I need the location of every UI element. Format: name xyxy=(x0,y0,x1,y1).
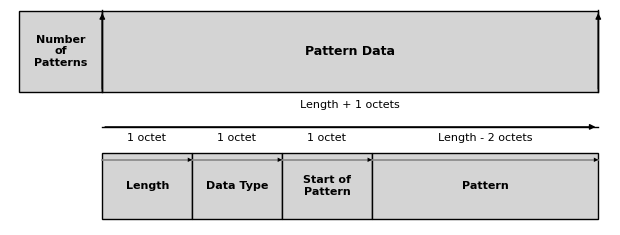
Text: 1 octet: 1 octet xyxy=(218,133,256,143)
Text: Start of
Pattern: Start of Pattern xyxy=(303,175,351,197)
Text: Length - 2 octets: Length - 2 octets xyxy=(438,133,532,143)
Bar xyxy=(282,153,372,219)
Text: 1 octet: 1 octet xyxy=(308,133,346,143)
Bar xyxy=(19,11,102,92)
Text: Pattern Data: Pattern Data xyxy=(305,45,396,58)
Text: Length: Length xyxy=(126,181,169,191)
Bar xyxy=(192,153,282,219)
Bar xyxy=(372,153,598,219)
Bar xyxy=(102,11,598,92)
Text: Pattern: Pattern xyxy=(462,181,508,191)
Text: Length + 1 octets: Length + 1 octets xyxy=(301,100,400,110)
Text: Number
of
Patterns: Number of Patterns xyxy=(33,35,87,68)
Text: 1 octet: 1 octet xyxy=(128,133,166,143)
Bar xyxy=(102,153,192,219)
Text: Data Type: Data Type xyxy=(206,181,268,191)
